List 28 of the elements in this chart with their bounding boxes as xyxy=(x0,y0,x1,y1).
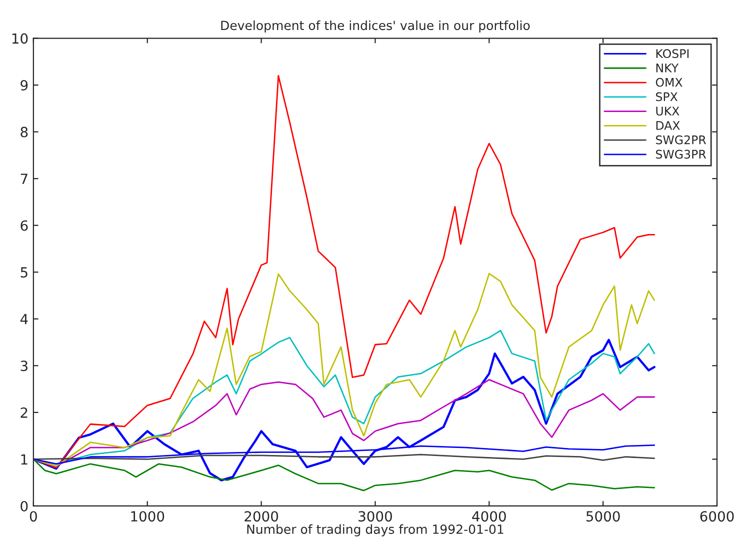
y-tick-label: 10 xyxy=(12,33,28,44)
y-tick-label: 1 xyxy=(21,454,28,464)
x-tick-label: 5000 xyxy=(586,511,620,522)
x-tick-label: 4000 xyxy=(472,511,506,522)
x-tick-label: 1000 xyxy=(131,511,164,522)
x-tick-label: 2000 xyxy=(244,511,278,522)
legend-label: SWG3PR xyxy=(656,150,706,159)
x-tick-label: 0 xyxy=(30,511,37,522)
x-axis-title: Number of trading days from 1992-01-01 xyxy=(247,524,504,536)
y-tick-label: 7 xyxy=(20,174,28,184)
y-tick-label: 0 xyxy=(20,500,28,512)
y-tick-label: 6 xyxy=(20,220,28,231)
legend-label: SPX xyxy=(656,92,678,102)
legend-label: NKY xyxy=(656,64,679,72)
legend-label: OMX xyxy=(656,78,682,87)
y-tick-label: 5 xyxy=(20,267,28,278)
x-tick-label: 6000 xyxy=(700,511,734,522)
legend-label: KOSPI xyxy=(656,49,689,58)
legend-label: SWG2PR xyxy=(656,135,706,144)
chart-title: Development of the indices' value in our portfolio xyxy=(221,20,530,33)
x-tick-label: 3000 xyxy=(358,511,392,522)
y-tick-label: 9 xyxy=(20,80,28,91)
y-tick-label: 3 xyxy=(20,360,28,372)
y-tick-label: 2 xyxy=(20,407,28,418)
legend-label: UKX xyxy=(656,106,680,116)
y-tick-label: 8 xyxy=(20,126,28,138)
y-tick-label: 4 xyxy=(20,314,28,324)
legend-label: DAX xyxy=(656,121,680,130)
